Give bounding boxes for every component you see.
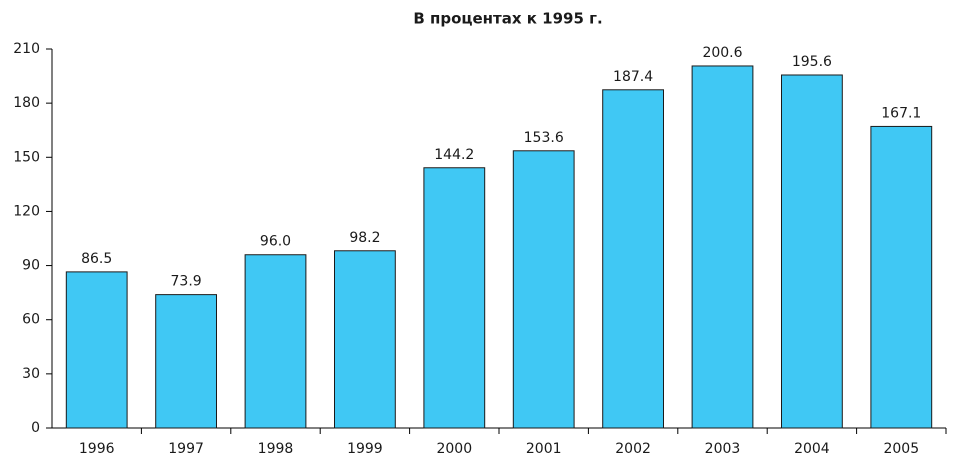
x-tick-label: 2002 (615, 441, 651, 457)
x-tick-label: 1997 (168, 441, 204, 457)
x-tick-label: 1996 (79, 441, 115, 457)
data-label: 73.9 (171, 274, 202, 290)
y-tick-label: 180 (13, 95, 40, 111)
bar (155, 294, 217, 429)
chart-title: В процентах к 1995 г. (413, 10, 602, 28)
x-tick-label: 1998 (258, 441, 294, 457)
data-label: 167.1 (881, 105, 921, 121)
x-tick-label: 2004 (794, 441, 830, 457)
x-tick-label: 2005 (883, 441, 919, 457)
bar (691, 65, 754, 429)
data-label: 153.6 (524, 130, 564, 146)
bar (244, 254, 307, 429)
data-label: 86.5 (81, 251, 112, 267)
data-label: 98.2 (349, 230, 380, 246)
y-tick-label: 150 (13, 149, 40, 165)
y-tick-label: 120 (13, 203, 40, 219)
data-label: 96.0 (260, 234, 291, 250)
bar (423, 167, 486, 429)
bar (65, 271, 128, 429)
data-label: 195.6 (792, 54, 832, 70)
bar (781, 74, 843, 429)
bar (602, 89, 664, 429)
data-label: 144.2 (434, 147, 474, 163)
y-tick-label: 210 (13, 41, 40, 57)
data-label: 200.6 (702, 45, 742, 61)
y-tick-label: 90 (22, 258, 40, 274)
x-tick-label: 2000 (436, 441, 472, 457)
x-tick-label: 2003 (705, 441, 741, 457)
bar (334, 250, 396, 429)
bar (870, 125, 933, 429)
y-tick-label: 30 (22, 366, 40, 382)
data-label: 187.4 (613, 69, 653, 85)
y-tick-label: 60 (22, 312, 40, 328)
y-tick-label: 0 (31, 420, 40, 436)
bar (512, 150, 575, 429)
x-tick-label: 2001 (526, 441, 562, 457)
x-tick-label: 1999 (347, 441, 383, 457)
